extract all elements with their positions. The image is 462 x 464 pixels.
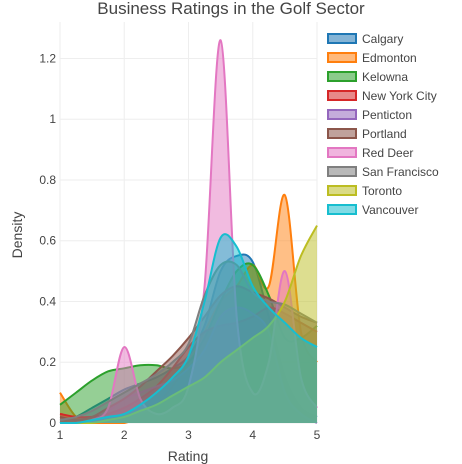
legend-label: Penticton [362,108,412,122]
legend-label: Vancouver [362,203,418,217]
line-san-francisco[interactable] [59,260,318,421]
y-tick-label: 0.4 [39,294,56,308]
y-tick-label: 0.2 [39,355,56,369]
legend-item-portland[interactable]: Portland [327,127,407,141]
y-tick-label: 0 [49,416,56,430]
legend-item-kelowna[interactable]: Kelowna [327,70,408,84]
y-tick-label: 0.6 [39,234,56,248]
legend-label: Portland [362,127,407,141]
plot-areas [59,39,318,424]
legend-swatch [327,109,357,120]
legend[interactable]: Calgary Edmonton Kelowna New York City Penti… [327,32,439,217]
axis-ticks: 1 2 3 4 5 0 0.2 0.4 0.6 0.8 1 1.2 [39,51,320,442]
legend-item-vancouver[interactable]: Vancouver [327,203,418,217]
legend-label: Toronto [362,184,402,198]
legend-label: Calgary [362,32,403,46]
legend-item-toronto[interactable]: Toronto [327,184,402,198]
legend-item-penticton[interactable]: Penticton [327,108,412,122]
y-tick-label: 1.2 [39,51,56,65]
legend-swatch [327,52,357,63]
y-axis-label: Density [9,212,25,259]
legend-swatch [327,128,357,139]
legend-swatch [327,147,357,158]
legend-label: New York City [362,89,437,103]
legend-label: San Francisco [362,165,439,179]
legend-swatch [327,185,357,196]
legend-item-calgary[interactable]: Calgary [327,32,403,46]
legend-swatch [327,33,357,44]
chart-title: Business Ratings in the Golf Sector [97,0,365,18]
legend-swatch [327,204,357,215]
x-tick-label: 5 [314,428,321,442]
x-axis-label: Rating [168,448,208,464]
legend-swatch [327,166,357,177]
line-vancouver[interactable] [60,233,318,424]
legend-item-new-york-city[interactable]: New York City [327,89,437,103]
legend-item-san-francisco[interactable]: San Francisco [327,165,439,179]
legend-swatch [327,71,357,82]
x-tick-label: 2 [121,428,128,442]
legend-label: Edmonton [362,51,417,65]
x-tick-label: 1 [57,428,64,442]
x-tick-label: 3 [185,428,192,442]
legend-item-red-deer[interactable]: Red Deer [327,146,413,160]
legend-label: Red Deer [362,146,413,160]
legend-item-edmonton[interactable]: Edmonton [327,51,417,65]
area-vancouver[interactable] [60,234,317,423]
y-tick-label: 1 [49,112,56,126]
x-tick-label: 4 [249,428,256,442]
legend-label: Kelowna [362,70,408,84]
y-tick-label: 0.8 [39,173,56,187]
legend-swatch [327,90,357,101]
